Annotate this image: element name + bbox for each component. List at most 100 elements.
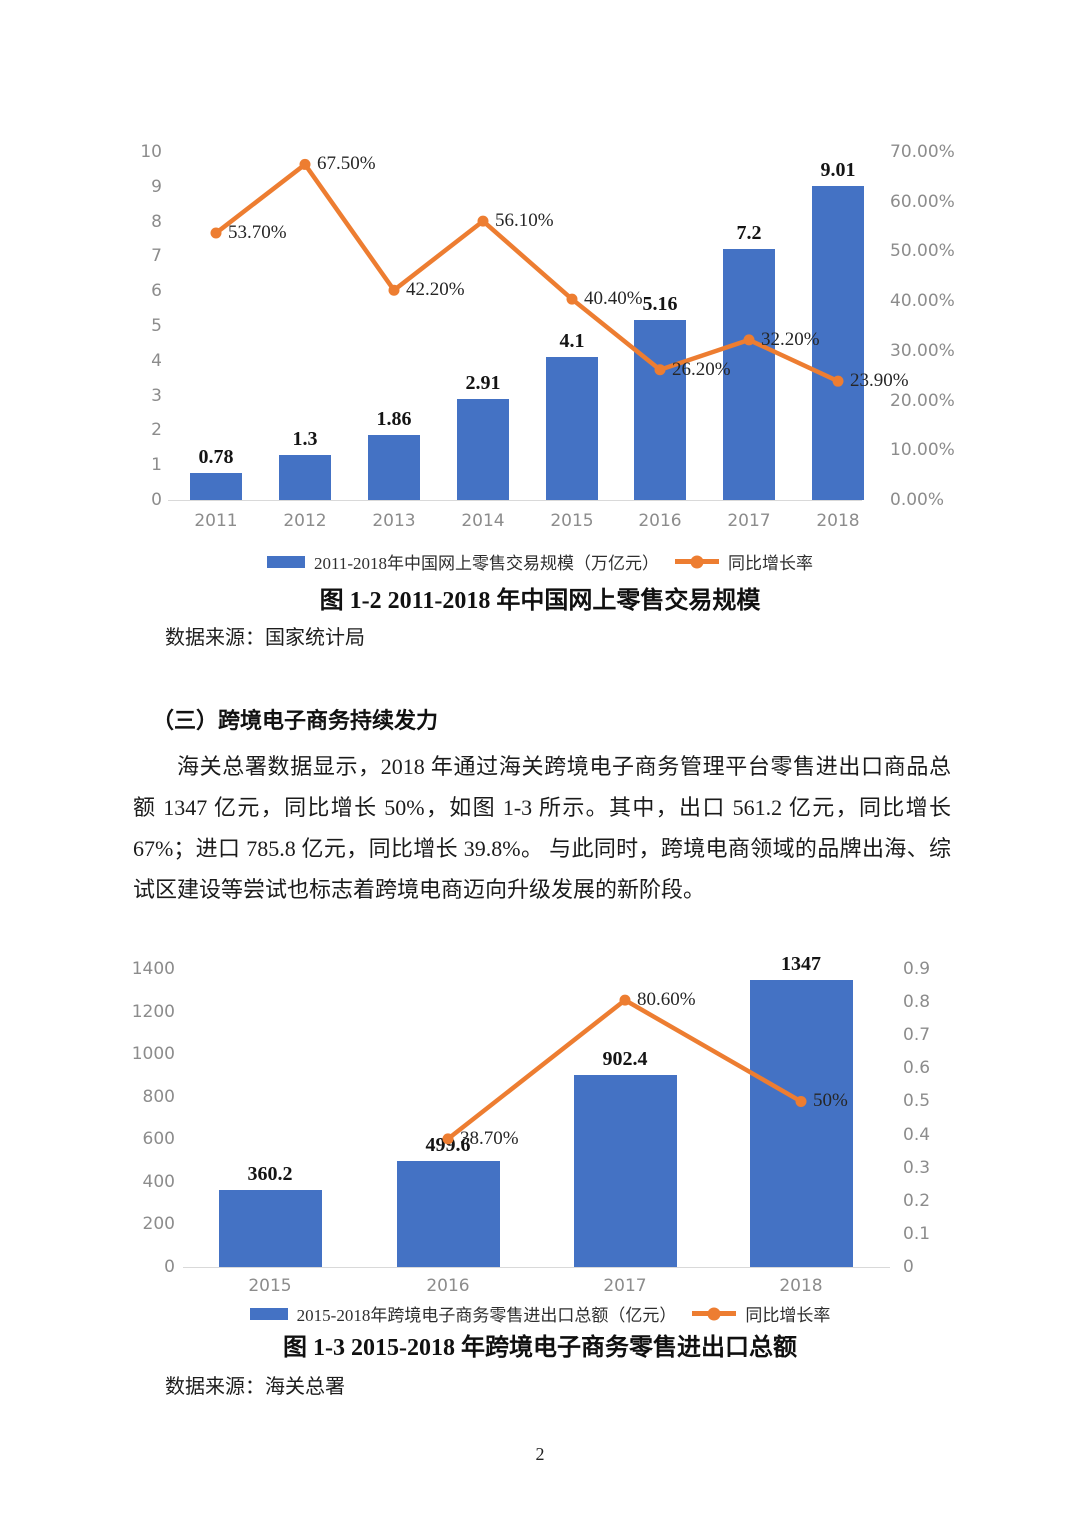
bar [634, 320, 686, 500]
bar-value-label: 1.3 [292, 427, 318, 450]
bar-value-label: 4.1 [559, 330, 585, 353]
left-axis-tick: 4 [151, 350, 162, 371]
line-value-label: 23.90% [850, 370, 909, 392]
bar [573, 1074, 677, 1267]
line-point-marker [477, 215, 489, 227]
left-axis-tick: 6 [151, 281, 162, 302]
left-axis-tick: 0 [164, 1257, 175, 1277]
figure-1-2-caption: 图 1-2 2011-2018 年中国网上零售交易规模 [319, 588, 761, 614]
figure-1-3-source: 数据来源：海关总署 [165, 1376, 345, 1398]
left-axis-tick: 800 [142, 1086, 175, 1107]
right-axis-tick: 70.00% [890, 142, 955, 162]
category-label: 2017 [727, 511, 771, 531]
bar-value-label: 2.91 [465, 371, 501, 394]
right-axis-tick: 0.2 [903, 1190, 931, 1211]
left-axis-tick: 400 [142, 1171, 175, 1192]
bar [546, 357, 598, 500]
bar-value-label: 902.4 [602, 1047, 648, 1070]
category-label: 2015 [248, 1276, 292, 1296]
line-point-marker [654, 364, 666, 376]
left-axis-tick: 1 [151, 455, 162, 476]
left-axis-tick: 2 [151, 420, 162, 441]
line-value-label: 26.20% [672, 358, 731, 380]
figure-1-3-caption: 图 1-3 2015-2018 年跨境电子商务零售进出口总额 [283, 1335, 797, 1361]
line-value-label: 56.10% [495, 210, 554, 232]
right-axis-tick: 0.3 [903, 1157, 931, 1178]
bar [279, 454, 331, 500]
bar-value-label: 7.2 [736, 222, 762, 245]
line-point-marker [442, 1133, 454, 1145]
figure-1-2-legend: 2011-2018年中国网上零售交易规模（万亿元） 同比增长率 [0, 549, 1080, 574]
section-heading: （三）跨境电子商务持续发力 [152, 708, 439, 733]
right-axis-tick: 0.6 [903, 1058, 931, 1079]
line-value-label: 50% [813, 1090, 848, 1112]
left-axis-tick: 0 [151, 490, 162, 510]
line-point-marker [299, 158, 311, 170]
right-axis-tick: 20.00% [890, 390, 955, 411]
right-axis-tick: 40.00% [890, 291, 955, 312]
line-value-label: 40.40% [584, 288, 643, 310]
category-label: 2017 [603, 1276, 647, 1296]
line-point-marker [210, 227, 222, 239]
right-axis-tick: 0.1 [903, 1223, 931, 1244]
line-series-label: 同比增长率 [745, 1306, 831, 1325]
bar-series-swatch [249, 1307, 288, 1320]
line-marker-icon [707, 1307, 721, 1320]
left-axis-tick: 9 [151, 176, 162, 197]
right-axis-tick: 30.00% [890, 340, 955, 361]
bar [723, 249, 775, 500]
figure-1-3-legend: 2015-2018年跨境电子商务零售进出口总额（亿元） 同比增长率 [0, 1301, 1080, 1326]
line-marker-icon [690, 555, 704, 568]
right-axis-tick: 50.00% [890, 241, 955, 262]
right-axis-tick: 0.4 [903, 1124, 931, 1145]
left-axis-tick: 7 [151, 246, 162, 267]
line-point-marker [743, 334, 755, 346]
figure-1-2-source: 数据来源：国家统计局 [165, 627, 365, 649]
right-axis-tick: 0.5 [903, 1091, 931, 1112]
left-axis-tick: 1400 [131, 959, 175, 979]
line-value-label: 53.70% [228, 222, 287, 244]
category-label: 2015 [550, 511, 594, 531]
bar-value-label: 0.78 [198, 445, 234, 468]
bar-value-label: 1347 [781, 953, 821, 976]
bar-value-label: 360.2 [247, 1163, 293, 1186]
bar [190, 472, 242, 500]
x-axis-line [183, 1267, 890, 1268]
line-point-marker [832, 375, 844, 387]
bar [457, 398, 509, 500]
right-axis-tick: 10.00% [890, 440, 955, 461]
left-axis-tick: 200 [142, 1214, 175, 1235]
category-label: 2016 [638, 511, 682, 531]
bar-value-label: 499.6 [425, 1133, 471, 1156]
right-axis-tick: 0.7 [903, 1025, 931, 1046]
line-point-marker [619, 994, 631, 1006]
right-axis-tick: 0.9 [903, 959, 931, 979]
bar-series-swatch [266, 555, 305, 568]
bar-value-label: 9.01 [820, 159, 856, 182]
bar-value-label: 1.86 [376, 408, 412, 431]
right-axis-tick: 0 [903, 1257, 914, 1277]
bar [749, 980, 853, 1267]
category-label: 2011 [194, 511, 238, 531]
left-axis-tick: 5 [151, 316, 162, 336]
left-axis-tick: 10 [140, 142, 162, 162]
right-axis-tick: 0.00% [890, 490, 945, 510]
bar [368, 435, 420, 500]
category-label: 2014 [461, 511, 505, 531]
right-axis-tick: 60.00% [890, 191, 955, 212]
section-paragraph: 海关总署数据显示，2018 年通过海关跨境电子商务管理平台零售进出口商品总额 1… [133, 754, 951, 902]
line-value-label: 67.50% [317, 153, 376, 175]
right-axis-tick: 0.8 [903, 992, 931, 1013]
line-point-marker [566, 293, 578, 305]
left-axis-tick: 600 [142, 1129, 175, 1150]
line-value-label: 80.60% [637, 989, 696, 1011]
left-axis-tick: 1000 [131, 1044, 175, 1065]
line-value-label: 32.20% [761, 328, 820, 350]
bar-series-label: 2015-2018年跨境电子商务零售进出口总额（亿元） [296, 1306, 677, 1325]
left-axis-tick: 8 [151, 211, 162, 232]
category-label: 2012 [283, 511, 327, 531]
bar [218, 1190, 322, 1267]
bar-value-label: 5.16 [642, 293, 678, 316]
page-number: 2 [535, 1444, 545, 1464]
